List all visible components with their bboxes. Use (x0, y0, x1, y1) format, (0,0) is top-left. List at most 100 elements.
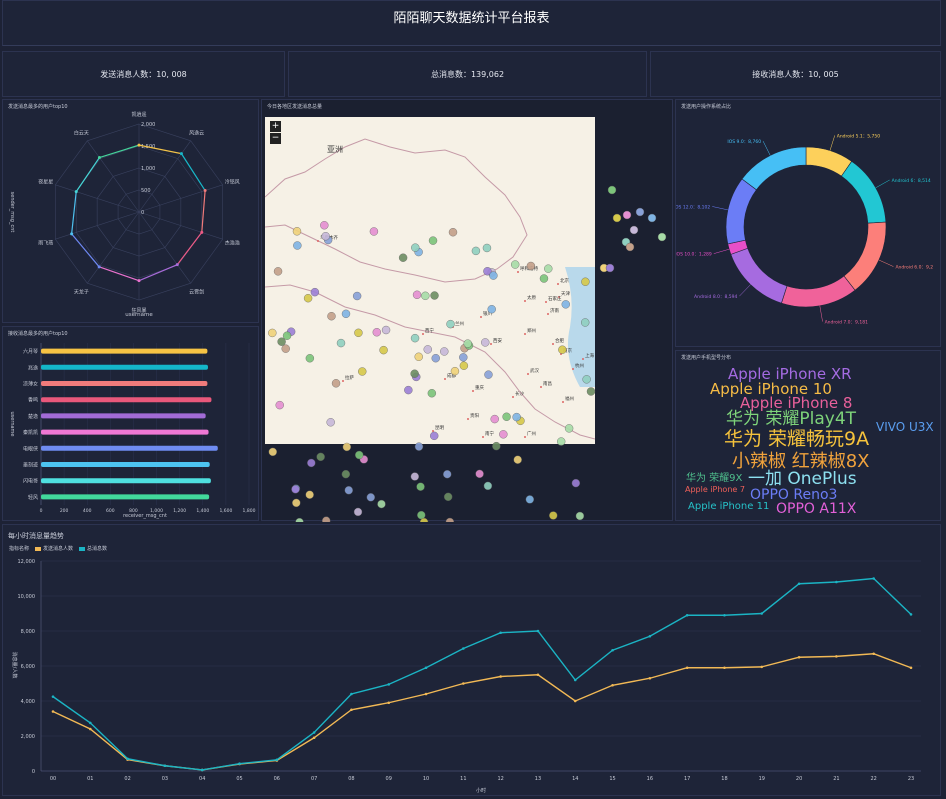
map-city-label: 济南 (550, 307, 559, 314)
radar-user-label: 杰浩浩 (225, 239, 240, 246)
line-y-tick: 0 (32, 769, 35, 775)
donut-slice (725, 178, 757, 245)
cloud-word[interactable]: OPPO A11X (776, 501, 857, 517)
line-point (536, 629, 540, 633)
line-x-tick: 10 (423, 776, 429, 782)
zoom-out-button[interactable]: − (270, 133, 281, 144)
line-title: 每小时消息量趋势 (8, 532, 64, 540)
radar-series-edge (71, 191, 77, 234)
bar-x-tick: 0 (40, 508, 43, 514)
map-city-label: 福州 (565, 395, 574, 402)
zoom-in-button[interactable]: + (270, 121, 281, 132)
region-marker (417, 510, 426, 520)
cloud-word[interactable]: 华为 荣耀9X (686, 473, 743, 484)
map-city-label: 呼和浩特 (520, 265, 538, 272)
bar-user-label: 秦凯凯 (23, 429, 38, 436)
radar-point (70, 232, 74, 236)
radar-point (137, 279, 141, 283)
radar-axis-spoke (55, 184, 140, 213)
radar-axis-spoke (87, 211, 140, 284)
region-marker (612, 213, 622, 223)
map-city-dot (524, 333, 526, 335)
legend-item-total[interactable]: 总消息数 (79, 545, 107, 552)
line-point (872, 577, 875, 580)
line-y-tick: 10,000 (18, 594, 36, 600)
map-city-dot (558, 296, 560, 298)
cloud-word[interactable]: Apple iPhone XR (728, 365, 852, 383)
map-city-label: 南京 (563, 347, 572, 354)
map-city-label: 石家庄 (548, 295, 562, 302)
map-city-label: 南宁 (485, 430, 494, 437)
cloud-word[interactable]: 一加 OnePlus (748, 469, 857, 489)
bar-x-tick: 200 (60, 508, 69, 514)
donut-title: 发送用户操作系统占比 (681, 104, 732, 110)
line-point (685, 666, 689, 670)
line-point (312, 731, 316, 734)
bar-chart[interactable]: 0 200 400 600 800 1,000 1,200 1,400 1,600 1,800 六月… (3, 327, 258, 520)
line-y-tick: 8,000 (21, 629, 35, 635)
line-point (275, 758, 279, 762)
region-marker (316, 452, 325, 462)
bar (41, 397, 212, 403)
cloud-word[interactable]: Apple iPhone 10 (710, 380, 832, 398)
map-city-label: 广州 (527, 430, 536, 437)
line-point (499, 675, 502, 678)
bar (41, 381, 208, 386)
cloud-word[interactable]: 小辣椒 红辣椒8X (732, 451, 870, 472)
china-map[interactable]: 亚洲 乌鲁木齐 拉萨 呼和浩特 北京 天津 石家庄 太原 济南 银川 兰州 西宁 西安 郑州 合肥 南京 武汉长… (265, 117, 595, 444)
line-x-tick: 16 (647, 776, 653, 782)
region-marker (295, 517, 304, 522)
donut-leader-line (712, 206, 728, 211)
sender-count-text: 发送消息人数：10, 008 (100, 69, 187, 79)
cloud-word[interactable]: VIVO U3X (876, 420, 934, 434)
bar-x-tick: 400 (83, 508, 92, 514)
line-point (350, 692, 353, 696)
donut-leader-line (819, 305, 823, 322)
map-city-label: 太原 (527, 294, 536, 301)
bar-user-label: 香鸣 (28, 397, 38, 404)
receiver-count-text: 接收消息人数：10, 005 (752, 69, 839, 79)
map-border (265, 138, 528, 283)
line-point (797, 655, 801, 659)
bar-x-tick: 600 (106, 508, 115, 514)
top-senders-radar-panel: 发送消息最多的用户top10 05001,0001,5002,000凯逍遥风逸云… (2, 99, 259, 323)
region-marker (344, 486, 353, 495)
region-marker (419, 517, 429, 522)
region-marker (575, 511, 585, 521)
bar (41, 413, 206, 419)
cloud-word[interactable]: Apple iPhone 7 (685, 485, 745, 494)
bar-x-label: receiver_msg_cnt (123, 513, 167, 519)
region-marker (305, 490, 314, 499)
donut-chart[interactable]: Android 5.1：5,750 Android 6：8,514 Android … (674, 100, 940, 346)
donut-label: Android 5.1：5,750 (837, 133, 881, 139)
receiver-count-card: 接收消息人数：10, 005 (650, 51, 941, 97)
bar-x-tick: 1,600 (219, 508, 232, 514)
region-marker (629, 225, 639, 235)
line-point (909, 666, 913, 670)
cloud-word[interactable]: Apple iPhone 8 (740, 394, 853, 412)
cloud-word[interactable]: 华为 荣耀畅玩9A (724, 428, 870, 450)
radar-user-label: 白云天 (74, 130, 89, 137)
map-title: 今日各地区发送消息总量 (267, 104, 323, 110)
line-point (89, 721, 92, 725)
map-city-dot (472, 390, 474, 392)
bar-x-tick: 1,400 (196, 508, 209, 514)
region-marker (377, 499, 386, 509)
radar-axis-spoke (55, 211, 140, 240)
line-chart[interactable]: 0 2,000 4,000 6,000 8,000 10,000 12,000 00 01 02 0… (3, 525, 940, 795)
radar-title: 发送消息最多的用户top10 (8, 104, 68, 110)
bar (41, 364, 208, 370)
cloud-word[interactable]: 华为 荣耀Play4T (726, 409, 857, 429)
radar-user-label: 天龙子 (74, 288, 89, 295)
line-point (797, 582, 801, 586)
region-marker (353, 507, 363, 517)
map-city-label: 昆明 (435, 425, 444, 431)
region-marker (571, 478, 581, 488)
region-marker (549, 511, 558, 520)
radar-chart[interactable]: 05001,0001,5002,000凯逍遥风逸云冷铭风杰浩浩云霄剑狂风暴天龙子… (3, 100, 258, 322)
map-city-label: 北京 (560, 277, 569, 284)
legend-item-senders[interactable]: 发送消息人数 (35, 545, 73, 552)
cloud-word[interactable]: Apple iPhone 11 (688, 501, 770, 512)
total-messages-card: 总消息数：139,062 (288, 51, 647, 97)
cloud-word[interactable]: OPPO Reno3 (750, 487, 838, 503)
